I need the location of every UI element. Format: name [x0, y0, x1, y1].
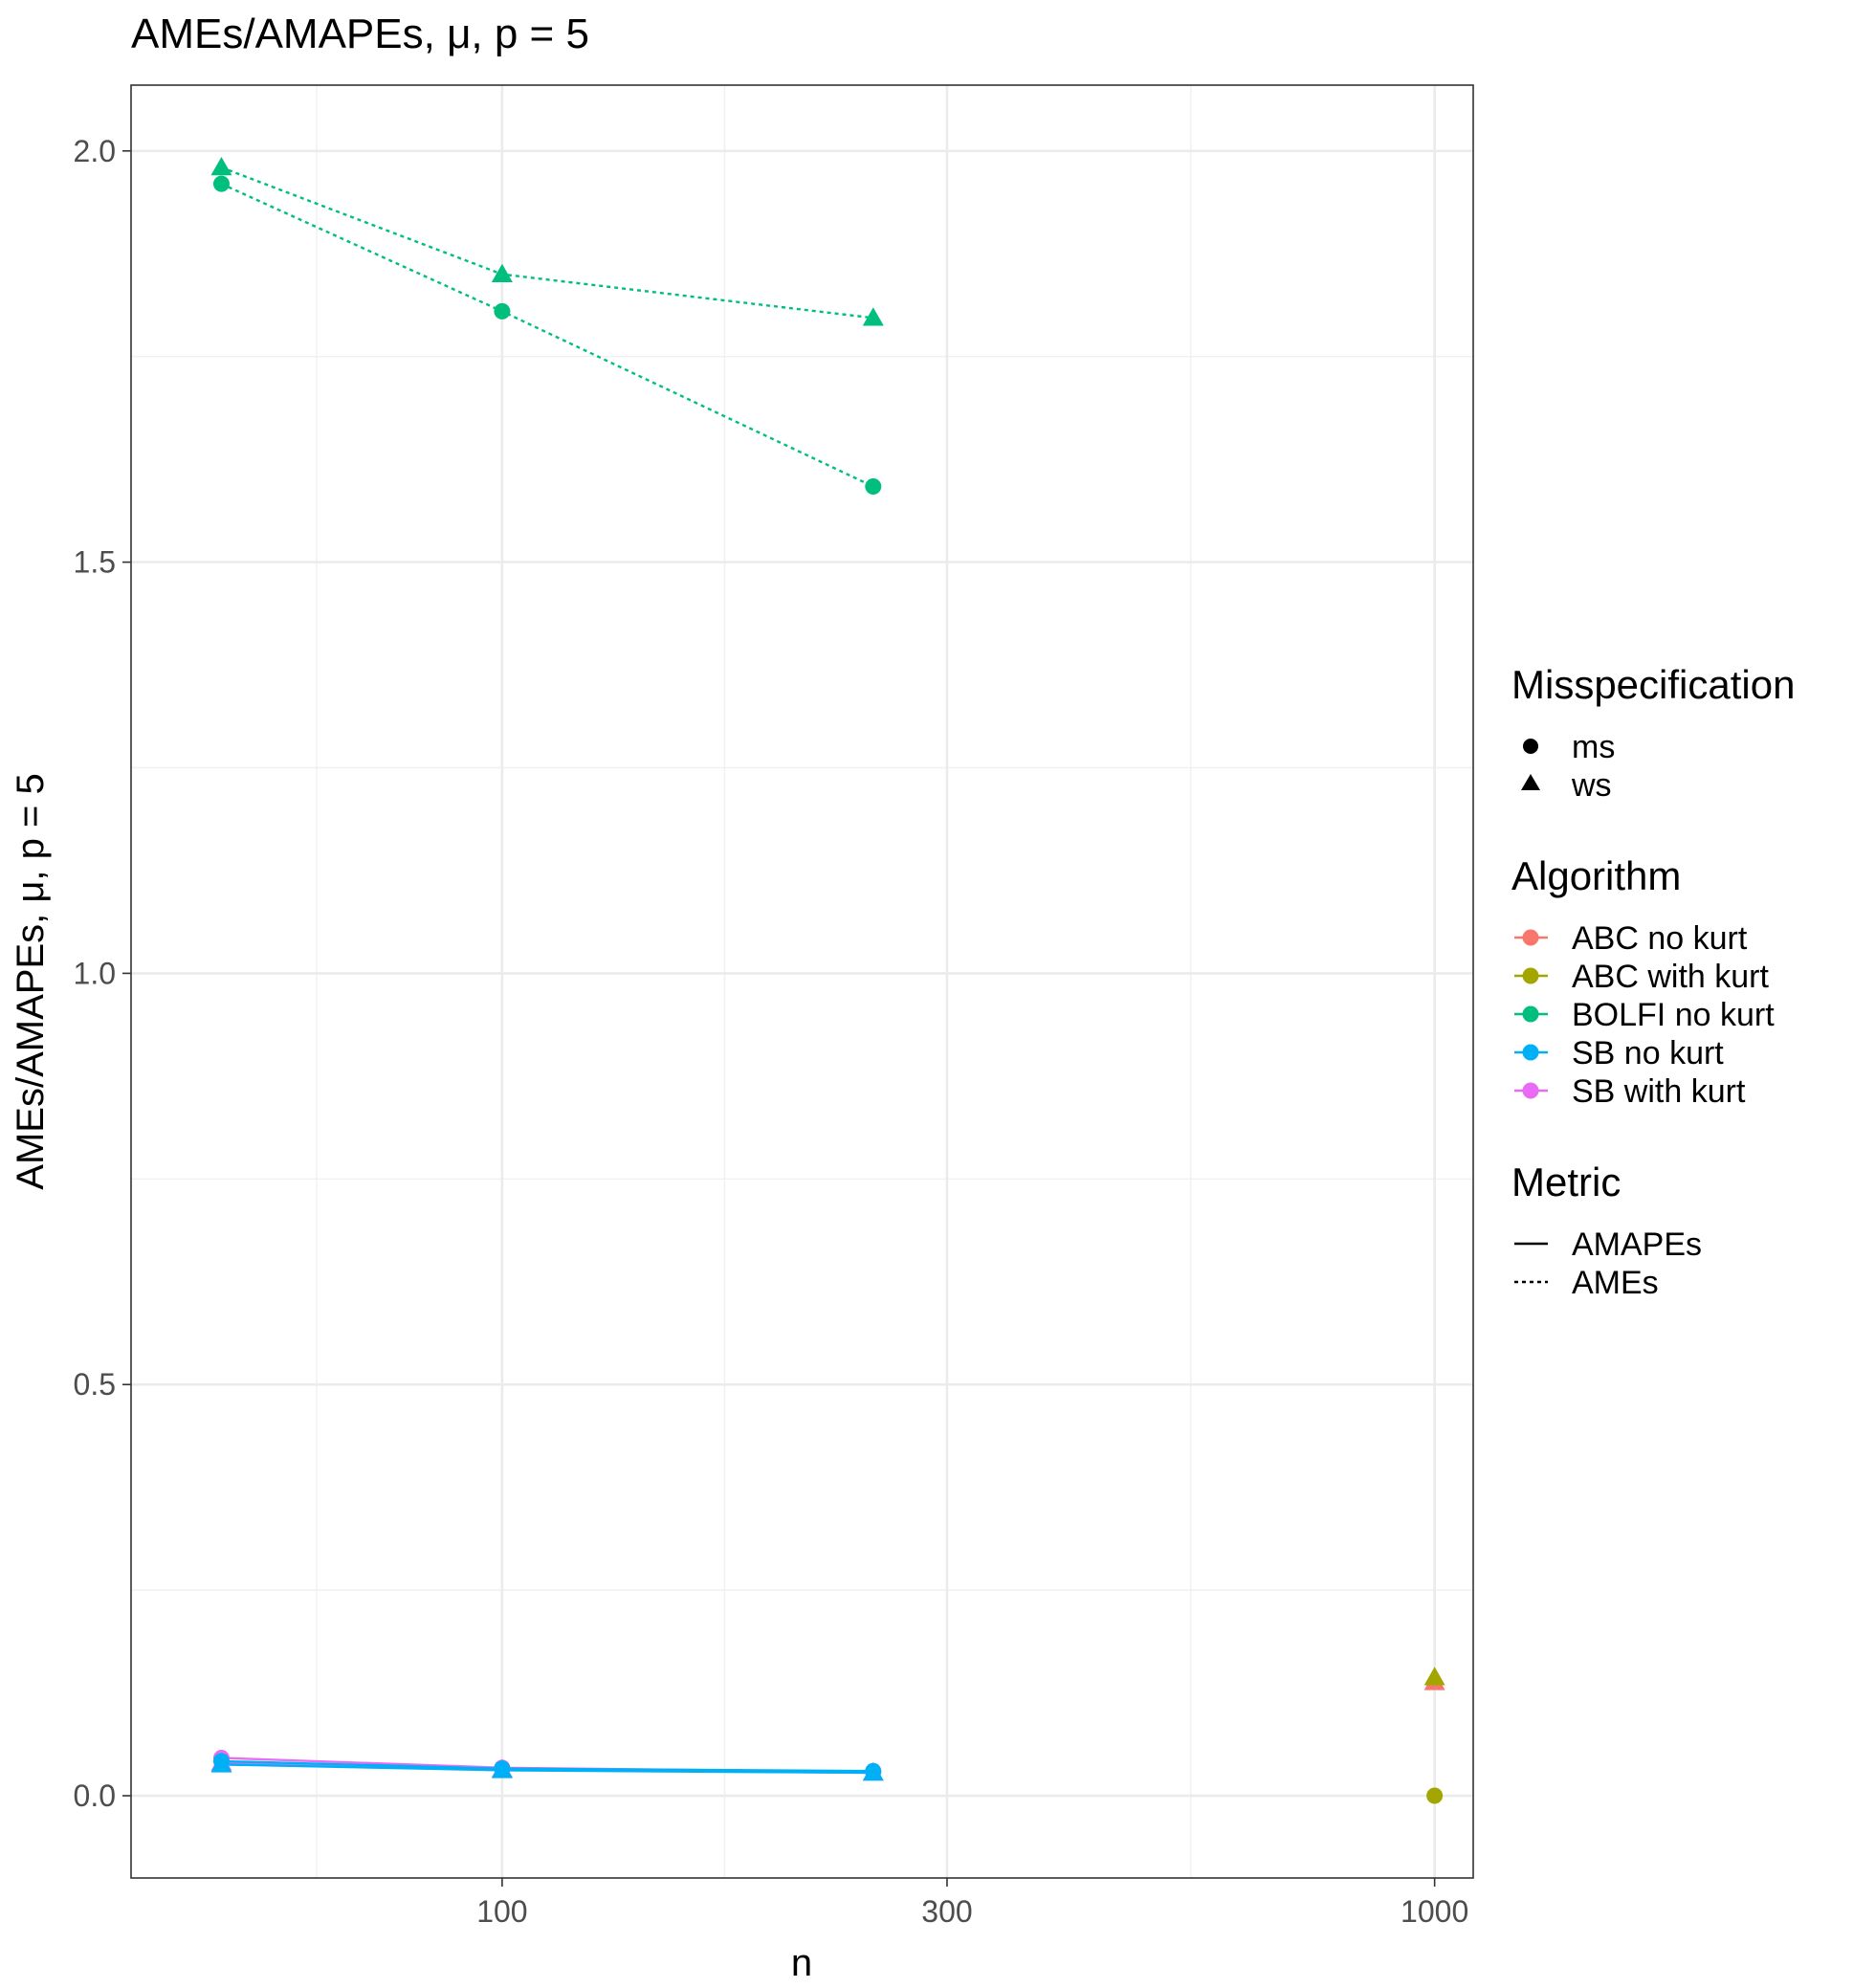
- data-point-bolfi-no-kurt-ms-ames: [494, 302, 511, 320]
- legend-label-abc-no-kurt: ABC no kurt: [1572, 920, 1748, 957]
- y-tick-label: 1.0: [74, 956, 116, 990]
- legend-item-sb-no-kurt: SB no kurt: [1514, 1035, 1724, 1071]
- legend-label-ames: AMEs: [1572, 1265, 1659, 1301]
- legend-title-misspecification: Misspecification: [1511, 662, 1795, 707]
- data-point-bolfi-no-kurt-ws-ames: [862, 307, 884, 326]
- legend-title-algorithm: Algorithm: [1511, 853, 1681, 898]
- x-tick-label: 1000: [1401, 1894, 1468, 1929]
- legend-item-sb-with-kurt: SB with kurt: [1514, 1073, 1746, 1110]
- legend-key-triangle: [1521, 774, 1540, 790]
- data-point-sb-no-kurt-ws-amapes: [210, 1754, 232, 1773]
- x-axis: 100 300 1000: [476, 1878, 1468, 1929]
- legend-item-amapes: AMAPEs: [1514, 1226, 1702, 1263]
- chart-title: AMEs/AMAPEs, μ, p = 5: [131, 11, 589, 57]
- legend-key-circle: [1522, 1082, 1539, 1099]
- legend-label-sb-no-kurt: SB no kurt: [1572, 1035, 1724, 1071]
- plot-panel-border: [130, 84, 1474, 1879]
- y-axis: 0.0 0.5 1.0 1.5 2.0: [74, 134, 131, 1813]
- data-point-bolfi-no-kurt-ms-ames: [865, 478, 882, 496]
- data-point-bolfi-no-kurt-ms-ames: [212, 175, 230, 192]
- legend-label-sb-with-kurt: SB with kurt: [1572, 1073, 1746, 1110]
- legend: Misspecification ms ws Algorithm ABC no …: [1511, 662, 1795, 1301]
- plot-panel-background: [131, 85, 1473, 1878]
- data-point-bolfi-no-kurt-ws-ames: [491, 263, 513, 282]
- legend-item-ws: ws: [1521, 767, 1612, 804]
- series-points: [210, 156, 1445, 1804]
- legend-key-circle: [1522, 929, 1539, 946]
- legend-label-abc-with-kurt: ABC with kurt: [1572, 959, 1769, 995]
- x-axis-title: n: [791, 1942, 812, 1984]
- legend-label-amapes: AMAPEs: [1572, 1226, 1702, 1263]
- legend-item-abc-no-kurt: ABC no kurt: [1514, 920, 1748, 957]
- data-point-sb-no-kurt-ws-amapes: [862, 1761, 884, 1781]
- legend-item-abc-with-kurt: ABC with kurt: [1514, 959, 1769, 995]
- legend-title-metric: Metric: [1511, 1160, 1621, 1204]
- y-tick-label: 1.5: [74, 545, 116, 580]
- legend-label-ws: ws: [1571, 767, 1612, 804]
- legend-item-ms: ms: [1523, 729, 1615, 765]
- x-tick-label: 100: [476, 1894, 527, 1929]
- legend-item-ames: AMEs: [1514, 1265, 1659, 1301]
- grid: [131, 85, 1473, 1878]
- data-point-sb-no-kurt-ws-amapes: [491, 1759, 513, 1778]
- legend-item-bolfi-no-kurt: BOLFI no kurt: [1514, 997, 1775, 1033]
- x-tick-label: 300: [921, 1894, 972, 1929]
- legend-key-circle: [1523, 739, 1538, 754]
- y-tick-label: 0.5: [74, 1367, 116, 1402]
- legend-key-circle: [1522, 967, 1539, 984]
- data-point-bolfi-no-kurt-ws-ames: [210, 156, 232, 176]
- data-point-abc-with-kurt-ms-ames: [1426, 1787, 1444, 1804]
- data-point-abc-with-kurt-ws-amapes: [1423, 1667, 1445, 1686]
- legend-key-circle: [1522, 1005, 1539, 1023]
- y-tick-label: 0.0: [74, 1778, 116, 1813]
- legend-label-ms: ms: [1572, 729, 1615, 765]
- legend-key-circle: [1522, 1044, 1539, 1061]
- legend-label-bolfi-no-kurt: BOLFI no kurt: [1572, 997, 1775, 1033]
- y-tick-label: 2.0: [74, 134, 116, 168]
- y-axis-title: AMEs/AMAPEs, μ, p = 5: [10, 773, 52, 1189]
